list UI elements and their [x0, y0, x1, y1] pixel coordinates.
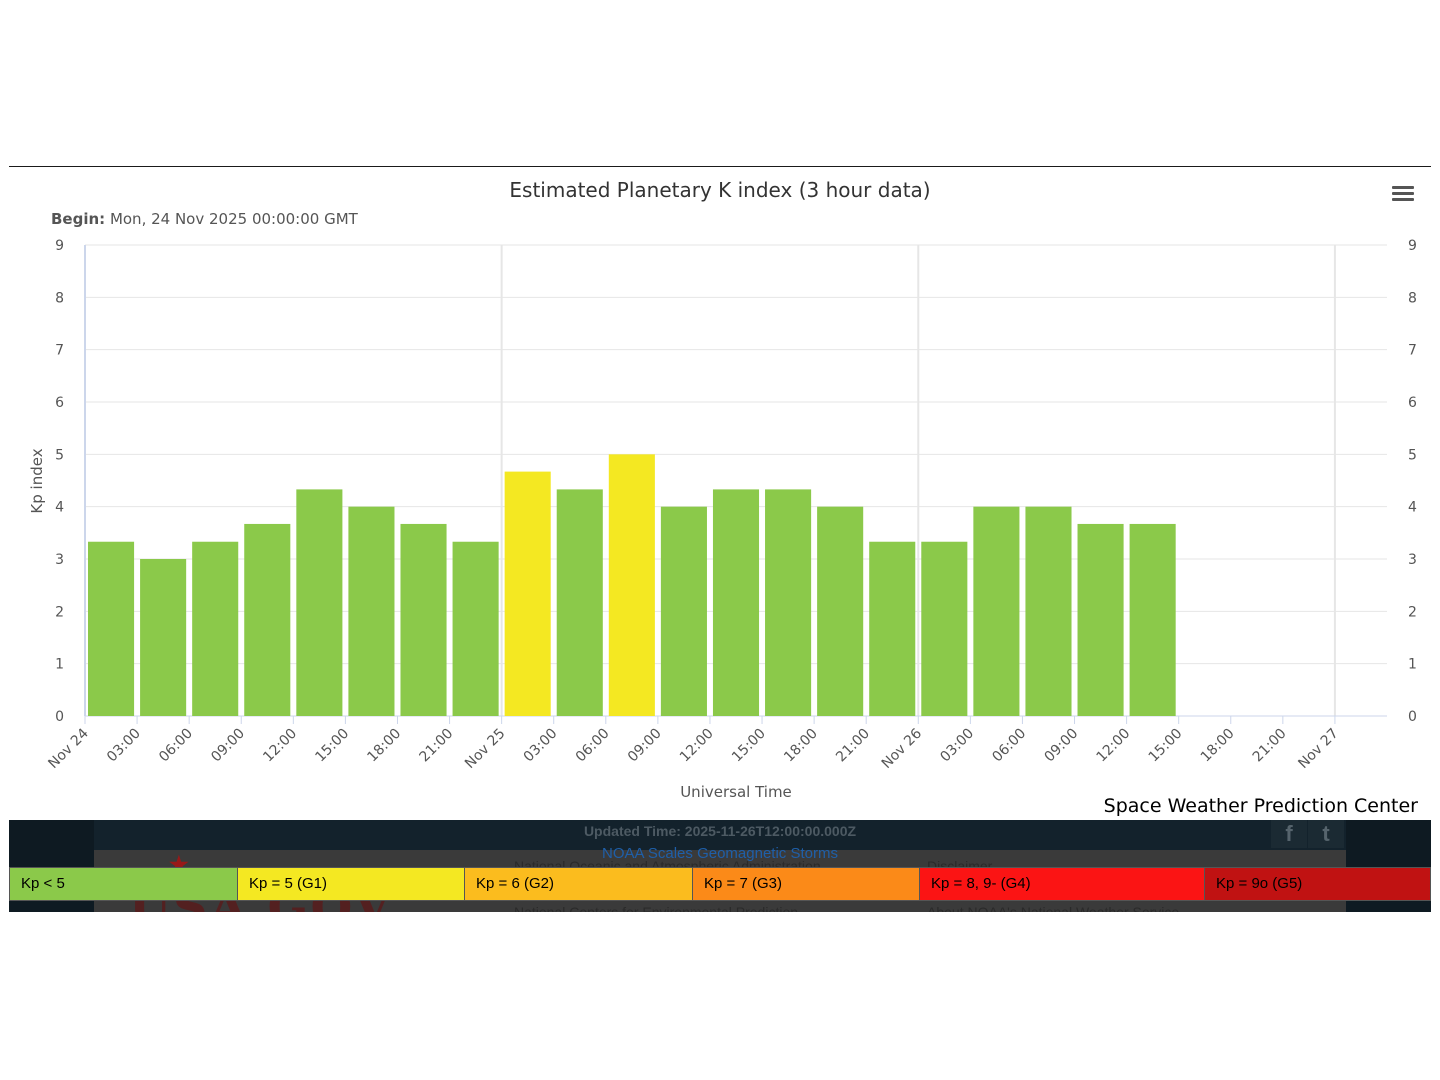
y-tick-label-left: 0	[55, 709, 64, 725]
y-tick-label-left: 5	[55, 447, 64, 463]
kp-bar	[244, 523, 291, 716]
kp-bar	[400, 523, 447, 716]
y-tick-label-right: 6	[1408, 395, 1417, 411]
legend-kp-lt5: Kp < 5	[9, 867, 237, 901]
x-tick-label: 12:00	[1094, 726, 1134, 766]
kp-bar	[348, 506, 395, 716]
x-tick-label: 21:00	[833, 726, 873, 766]
legend-kp7-g3: Kp = 7 (G3)	[692, 867, 919, 901]
x-tick-label: 09:00	[625, 726, 665, 766]
x-tick-label: 09:00	[1041, 726, 1081, 766]
legend-kp9o-g5: Kp = 9o (G5)	[1204, 867, 1431, 901]
kp-bar	[556, 489, 603, 716]
chart-subtitle: Begin: Mon, 24 Nov 2025 00:00:00 GMT	[51, 210, 359, 228]
x-tick-label: 18:00	[364, 726, 404, 766]
footer-link-ncep[interactable]: National Centers for Environmental Predi…	[514, 904, 799, 912]
x-tick-label: 03:00	[521, 726, 561, 766]
x-tick-label: 18:00	[781, 726, 821, 766]
facebook-icon[interactable]: f	[1271, 820, 1307, 848]
kp-bar	[765, 489, 812, 716]
y-tick-label-left: 7	[55, 343, 64, 359]
x-tick-label: 15:00	[729, 726, 769, 766]
twitter-icon[interactable]: t	[1308, 820, 1344, 848]
kp-bar	[608, 454, 655, 716]
footer-link-about-nws[interactable]: About NOAA's National Weather Service	[927, 904, 1180, 912]
legend-kp8-9-g4: Kp = 8, 9- (G4)	[919, 867, 1204, 901]
x-tick-label: 12:00	[677, 726, 717, 766]
legend-kp6-g2: Kp = 6 (G2)	[464, 867, 692, 901]
y-tick-label-right: 4	[1408, 500, 1417, 516]
noaa-scales-link[interactable]: NOAA Scales Geomagnetic Storms	[602, 845, 838, 862]
kp-bar	[1077, 523, 1124, 716]
x-tick-label: 21:00	[417, 726, 457, 766]
kp-bar	[1025, 506, 1072, 716]
x-tick-label: 15:00	[312, 726, 352, 766]
kp-bar	[140, 559, 187, 716]
kp-bar	[452, 541, 499, 716]
x-axis-title: Universal Time	[680, 783, 792, 801]
kp-bar	[817, 506, 864, 716]
y-tick-label-right: 8	[1408, 290, 1417, 306]
subtitle-label: Begin:	[51, 210, 105, 228]
updated-time: Updated Time: 2025-11-26T12:00:00.000Z	[583, 823, 857, 839]
subtitle-value: Mon, 24 Nov 2025 00:00:00 GMT	[105, 210, 358, 228]
y-tick-label-right: 2	[1408, 604, 1417, 620]
y-axis-title: Kp index	[28, 448, 46, 513]
kp-index-chart: 0 0 1 1 2 2 3 3 4 4 5 5 6 6 7 7 8 8 9 9 Nov 24 03:00 06:00 09:0…	[28, 178, 1417, 801]
y-tick-label-right: 1	[1408, 657, 1417, 673]
kp-scale-legend: Kp < 5 Kp = 5 (G1) Kp = 6 (G2) Kp = 7 (G…	[9, 867, 1431, 901]
kp-bar	[869, 541, 916, 716]
x-tick-label: 09:00	[208, 726, 248, 766]
top-divider	[9, 166, 1431, 167]
y-tick-label-left: 8	[55, 290, 64, 306]
y-tick-label-left: 4	[55, 500, 64, 516]
y-tick-label-left: 9	[55, 238, 64, 254]
chart-credit[interactable]: Space Weather Prediction Center	[1103, 795, 1418, 817]
y-tick-label-right: 9	[1408, 238, 1417, 254]
hamburger-menu-icon	[1392, 186, 1414, 189]
x-tick-label: 06:00	[156, 726, 196, 766]
x-tick-label: 12:00	[260, 726, 300, 766]
x-tick-label: 18:00	[1198, 726, 1238, 766]
x-tick-label: 21:00	[1250, 726, 1290, 766]
legend-kp5-g1: Kp = 5 (G1)	[237, 867, 464, 901]
x-tick-label: Nov 26	[879, 725, 925, 771]
y-tick-label-right: 5	[1408, 447, 1417, 463]
y-tick-label-left: 6	[55, 395, 64, 411]
x-tick-label: Nov 24	[45, 725, 91, 771]
kp-bar	[1129, 523, 1176, 716]
y-tick-label-right: 0	[1408, 709, 1417, 725]
x-tick-label: 06:00	[989, 726, 1029, 766]
kp-bar	[712, 489, 760, 716]
y-tick-label-left: 3	[55, 552, 64, 568]
chart-menu-button[interactable]	[1388, 183, 1418, 209]
x-tick-label: 03:00	[937, 726, 977, 766]
y-tick-label-right: 7	[1408, 343, 1417, 359]
kp-bar	[192, 541, 239, 716]
y-tick-label-left: 1	[55, 657, 64, 673]
kp-bar	[296, 489, 343, 716]
x-tick-label: Nov 25	[462, 726, 508, 772]
kp-bar	[660, 506, 707, 716]
chart-title: Estimated Planetary K index (3 hour data…	[509, 178, 930, 202]
y-tick-label-right: 3	[1408, 552, 1417, 568]
kp-bar	[88, 541, 135, 716]
x-tick-label: 03:00	[104, 726, 144, 766]
kp-bar	[921, 541, 968, 716]
x-tick-label: 06:00	[573, 726, 613, 766]
kp-bar	[973, 506, 1020, 716]
y-tick-label-left: 2	[55, 604, 64, 620]
x-tick-label: 15:00	[1146, 726, 1186, 766]
kp-bar	[504, 471, 551, 716]
x-tick-label: Nov 27	[1295, 726, 1341, 772]
